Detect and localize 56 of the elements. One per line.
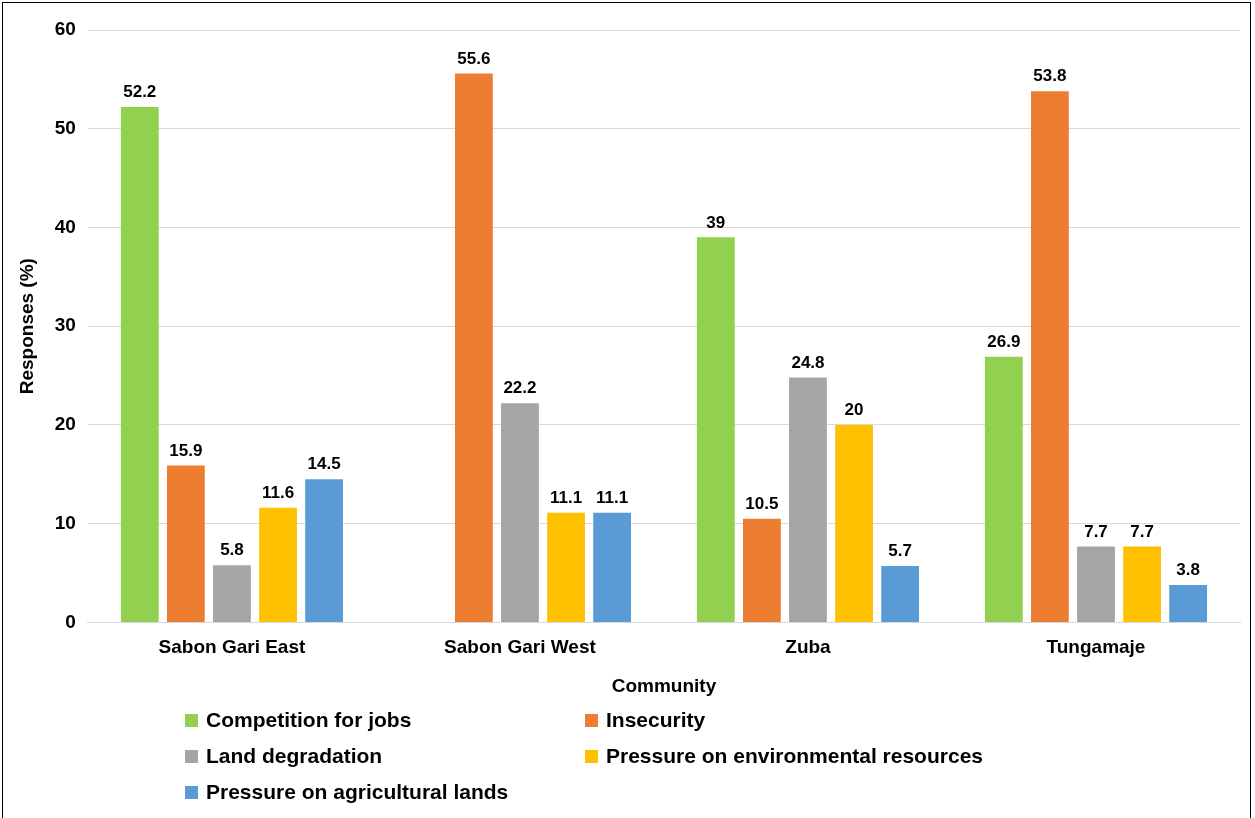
data-label: 52.2 <box>123 82 157 102</box>
data-label: 11.1 <box>596 487 629 507</box>
bar <box>1169 584 1208 622</box>
data-label: 26.9 <box>987 331 1021 351</box>
y-tick-label: 60 <box>54 18 76 40</box>
data-label: 55.6 <box>457 48 491 68</box>
data-label: 14.5 <box>307 454 341 474</box>
legend-label: Competition for jobs <box>206 708 412 732</box>
data-label: 15.9 <box>169 440 203 460</box>
bar <box>454 73 493 622</box>
y-tick-label: 20 <box>54 413 76 435</box>
bar <box>501 403 539 622</box>
data-label: 7.7 <box>1084 521 1108 541</box>
bar <box>1077 546 1115 622</box>
bar <box>305 479 343 622</box>
bar <box>789 377 827 622</box>
y-axis-title: Responses (%) <box>15 258 37 395</box>
bar <box>166 465 205 622</box>
bar <box>120 107 159 622</box>
y-tick-label: 10 <box>54 511 76 533</box>
y-tick-label: 30 <box>54 314 76 336</box>
y-tick-label: 0 <box>65 610 76 632</box>
bar <box>743 518 781 622</box>
bar <box>547 512 585 622</box>
data-label: 5.7 <box>888 541 912 561</box>
bar <box>593 512 632 622</box>
y-tick-label: 50 <box>54 116 76 138</box>
x-tick-label: Zuba <box>785 636 832 658</box>
data-label: 11.6 <box>261 483 295 503</box>
data-label: 53.8 <box>1033 66 1067 86</box>
bar <box>881 566 920 622</box>
data-label: 39 <box>706 212 726 232</box>
data-label: 20 <box>844 400 864 420</box>
y-tick-label: 40 <box>54 215 76 237</box>
bar <box>984 356 1023 622</box>
x-tick-label: Sabon Gari West <box>444 636 597 658</box>
bar <box>835 424 873 622</box>
data-label: 5.8 <box>220 540 244 560</box>
x-tick-label: Sabon Gari East <box>158 636 306 658</box>
data-label: 11.1 <box>549 487 583 507</box>
bar <box>259 507 297 622</box>
bar <box>1031 91 1069 622</box>
x-tick-label: Tungamaje <box>1046 636 1146 658</box>
x-axis-title: Community <box>611 674 717 696</box>
data-label: 22.2 <box>503 378 537 398</box>
legend-label: Pressure on environmental resources <box>606 744 983 768</box>
data-label: 3.8 <box>1176 560 1200 580</box>
bar <box>696 237 735 622</box>
data-label: 24.8 <box>791 352 825 372</box>
bar <box>1123 546 1161 622</box>
data-label: 7.7 <box>1130 521 1154 541</box>
legend-label: Pressure on agricultural lands <box>206 780 509 804</box>
bar <box>213 565 251 622</box>
legend-label: Land degradation <box>206 744 383 768</box>
data-label: 10.5 <box>745 493 779 513</box>
legend-label: Insecurity <box>606 708 706 732</box>
